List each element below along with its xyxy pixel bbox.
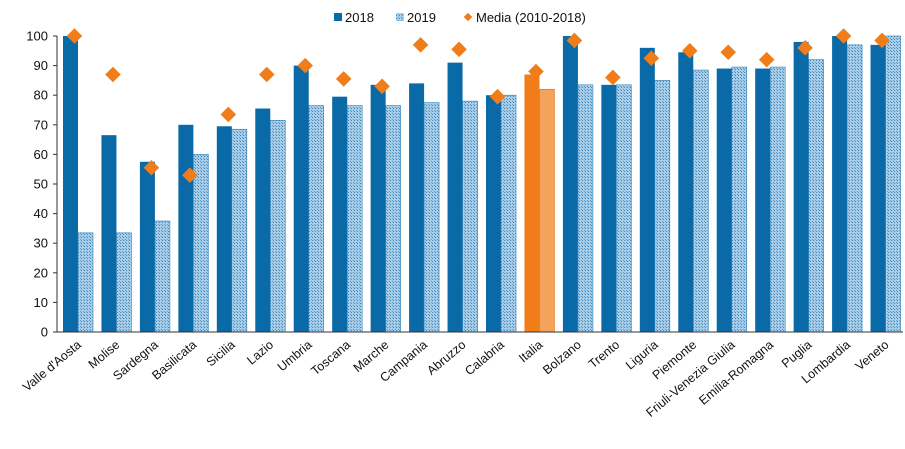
y-axis: 0 10 20 30 40 50 60 70 80 90 100 bbox=[26, 29, 58, 340]
legend-swatch-2019 bbox=[396, 13, 404, 21]
bar-2018 bbox=[255, 108, 271, 333]
bar-2019 bbox=[385, 105, 401, 333]
media-marker bbox=[335, 71, 352, 87]
media-marker bbox=[182, 167, 198, 183]
media-marker bbox=[258, 66, 275, 83]
x-tick-label: Valle d'Aosta bbox=[20, 338, 84, 395]
legend-label-2018: 2018 bbox=[345, 10, 374, 25]
bar-2018 bbox=[486, 95, 501, 332]
bar-2019 bbox=[346, 105, 363, 333]
bar-2018 bbox=[832, 36, 848, 332]
x-tick-label: Calabria bbox=[462, 338, 507, 379]
bar-2018 bbox=[409, 83, 425, 332]
bar-2019 bbox=[308, 105, 325, 333]
media-marker bbox=[143, 159, 160, 176]
bar-2019 bbox=[808, 59, 824, 333]
bar-2018 bbox=[447, 62, 463, 332]
media-marker bbox=[605, 69, 621, 86]
bar-2018 bbox=[601, 84, 617, 332]
bar-2018 bbox=[216, 126, 232, 332]
bar-2019 bbox=[462, 100, 478, 333]
bar-2018 bbox=[332, 96, 348, 333]
bar-2018 bbox=[870, 44, 886, 332]
media-marker bbox=[66, 28, 83, 44]
y-tick-label: 10 bbox=[34, 295, 48, 310]
legend-swatch-2018 bbox=[334, 13, 342, 21]
media-marker bbox=[412, 37, 429, 53]
media-marker bbox=[451, 41, 467, 58]
bar-2019 bbox=[193, 154, 209, 333]
x-tick-label: Bolzano bbox=[540, 338, 584, 378]
bar-2018 bbox=[793, 41, 809, 333]
bar-2018 bbox=[101, 135, 117, 332]
bar-2018 bbox=[63, 36, 78, 332]
y-tick-label: 0 bbox=[41, 325, 48, 340]
y-tick-label: 30 bbox=[34, 236, 48, 251]
media-marker bbox=[758, 51, 775, 68]
bar-2019 bbox=[231, 128, 248, 333]
bar-2018 bbox=[716, 68, 732, 332]
y-tick-label: 60 bbox=[34, 147, 48, 162]
media-marker bbox=[105, 66, 121, 83]
bar-2019 bbox=[616, 84, 632, 333]
bar-2018 bbox=[639, 47, 655, 333]
x-tick-label: Abruzzo bbox=[424, 338, 468, 378]
bar-2018 bbox=[178, 124, 194, 332]
x-tick-label: Italia bbox=[516, 338, 545, 366]
bar-2018 bbox=[139, 161, 155, 332]
bar-2018 bbox=[755, 68, 771, 332]
legend-marker-media bbox=[463, 12, 473, 22]
bar-2019 bbox=[539, 88, 555, 333]
bar-2018 bbox=[524, 74, 540, 332]
bar-2019 bbox=[769, 66, 786, 333]
y-tick-label: 100 bbox=[26, 29, 48, 44]
bar-2019 bbox=[269, 120, 286, 333]
bar-2018 bbox=[562, 36, 578, 332]
legend-label-media: Media (2010-2018) bbox=[476, 10, 586, 25]
bar-2019 bbox=[116, 232, 132, 333]
legend-label-2019: 2019 bbox=[407, 10, 436, 25]
y-tick-label: 90 bbox=[34, 58, 48, 73]
bar-2019 bbox=[846, 44, 863, 333]
bar-2018 bbox=[678, 52, 694, 332]
x-tick-label: Lazio bbox=[244, 338, 276, 368]
bar-2019 bbox=[885, 35, 901, 333]
bar-2019 bbox=[423, 102, 440, 333]
bar-2018 bbox=[293, 65, 309, 332]
y-tick-label: 50 bbox=[34, 177, 48, 192]
y-tick-label: 70 bbox=[34, 117, 48, 132]
bar-2019 bbox=[577, 84, 594, 333]
x-tick-label: Trento bbox=[586, 338, 622, 372]
bar-2019 bbox=[654, 80, 671, 333]
bar-2018 bbox=[370, 84, 386, 332]
x-tick-label: Veneto bbox=[853, 338, 892, 374]
legend: 2018 2019 Media (2010-2018) bbox=[334, 10, 586, 25]
media-marker bbox=[220, 106, 237, 123]
x-tick-label: Toscana bbox=[308, 338, 353, 379]
bars bbox=[63, 35, 901, 333]
y-tick-label: 40 bbox=[34, 206, 48, 221]
y-tick-label: 80 bbox=[34, 88, 48, 103]
bar-2019 bbox=[731, 66, 748, 333]
bar-2019 bbox=[154, 220, 171, 333]
y-tick-label: 20 bbox=[34, 265, 48, 280]
x-tick-label: Sicilia bbox=[204, 338, 238, 370]
media-marker bbox=[720, 44, 737, 61]
bar-2019 bbox=[500, 94, 517, 333]
bar-2019 bbox=[77, 232, 94, 333]
bar-2019 bbox=[692, 69, 709, 333]
